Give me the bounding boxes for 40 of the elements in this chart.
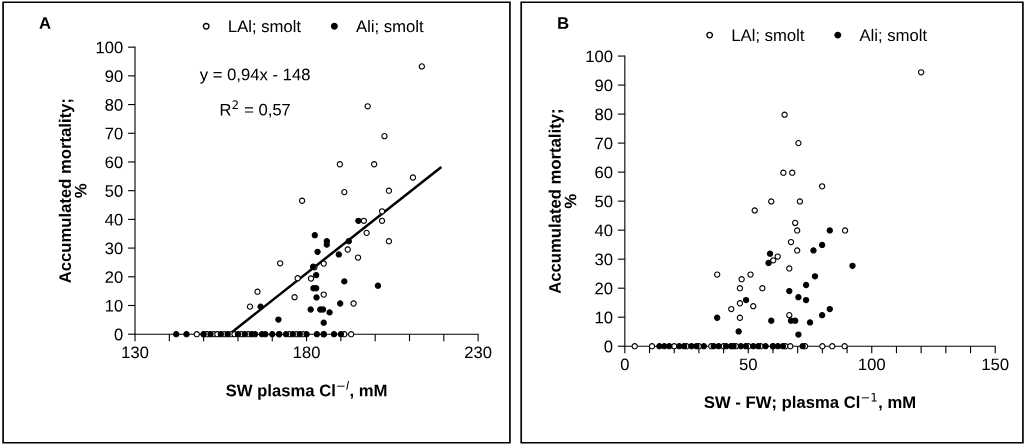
- y-tick-label: 80: [105, 98, 123, 111]
- x-tick-label: 0: [620, 358, 629, 371]
- y-axis-title: Accumulated mortality; %: [548, 110, 577, 294]
- x-axis-title: SW - FW; plasma Cl$^{−1}$, mM: [704, 393, 916, 412]
- y-tick-label: 80: [595, 108, 613, 121]
- y-tick-label: 0: [114, 328, 123, 341]
- x-tick-label: 100: [859, 358, 886, 371]
- y-tick-label: 90: [595, 79, 613, 92]
- y-tick-label: 20: [595, 282, 613, 295]
- y-tick-label: 30: [105, 242, 123, 255]
- y-tick-label: 60: [105, 156, 123, 169]
- y-tick-label: 70: [105, 127, 123, 140]
- x-tick-label: 50: [739, 358, 757, 371]
- y-tick-label: 100: [586, 50, 613, 63]
- annotation: R$^{2}$ = 0,57: [220, 100, 290, 118]
- y-tick-label: 60: [595, 166, 613, 179]
- legend-label: LAl; smolt: [732, 28, 805, 44]
- x-axis-title: SW plasma Cl$^{−l}$, mM: [226, 380, 387, 400]
- x-tick-label: 130: [122, 346, 149, 359]
- y-tick-label: 50: [595, 195, 613, 208]
- y-tick-label: 10: [595, 311, 613, 324]
- text: A: [39, 17, 51, 29]
- y-tick-label: 20: [105, 271, 123, 283]
- y-tick-label: 30: [595, 253, 613, 266]
- text: B: [558, 17, 569, 29]
- y-tick-label: 100: [96, 41, 123, 54]
- y-tick-label: 70: [595, 137, 613, 150]
- legend-label: Ali; smolt: [859, 28, 927, 44]
- annotation: y = 0,94x - 148: [199, 68, 310, 84]
- y-tick-label: 50: [105, 185, 123, 197]
- x-tick-label: 230: [465, 346, 492, 359]
- y-tick-label: 10: [105, 299, 123, 312]
- y-tick-label: 90: [105, 70, 123, 83]
- y-axis-title: Accumulated mortality; %: [58, 99, 87, 283]
- x-tick-label: 180: [293, 346, 320, 359]
- x-tick-label: 150: [982, 358, 1009, 371]
- y-tick-label: 40: [594, 224, 613, 237]
- legend-label: Ali; smolt: [356, 19, 424, 35]
- y-tick-label: 40: [105, 213, 123, 226]
- legend-label: LAl; smolt: [229, 19, 301, 35]
